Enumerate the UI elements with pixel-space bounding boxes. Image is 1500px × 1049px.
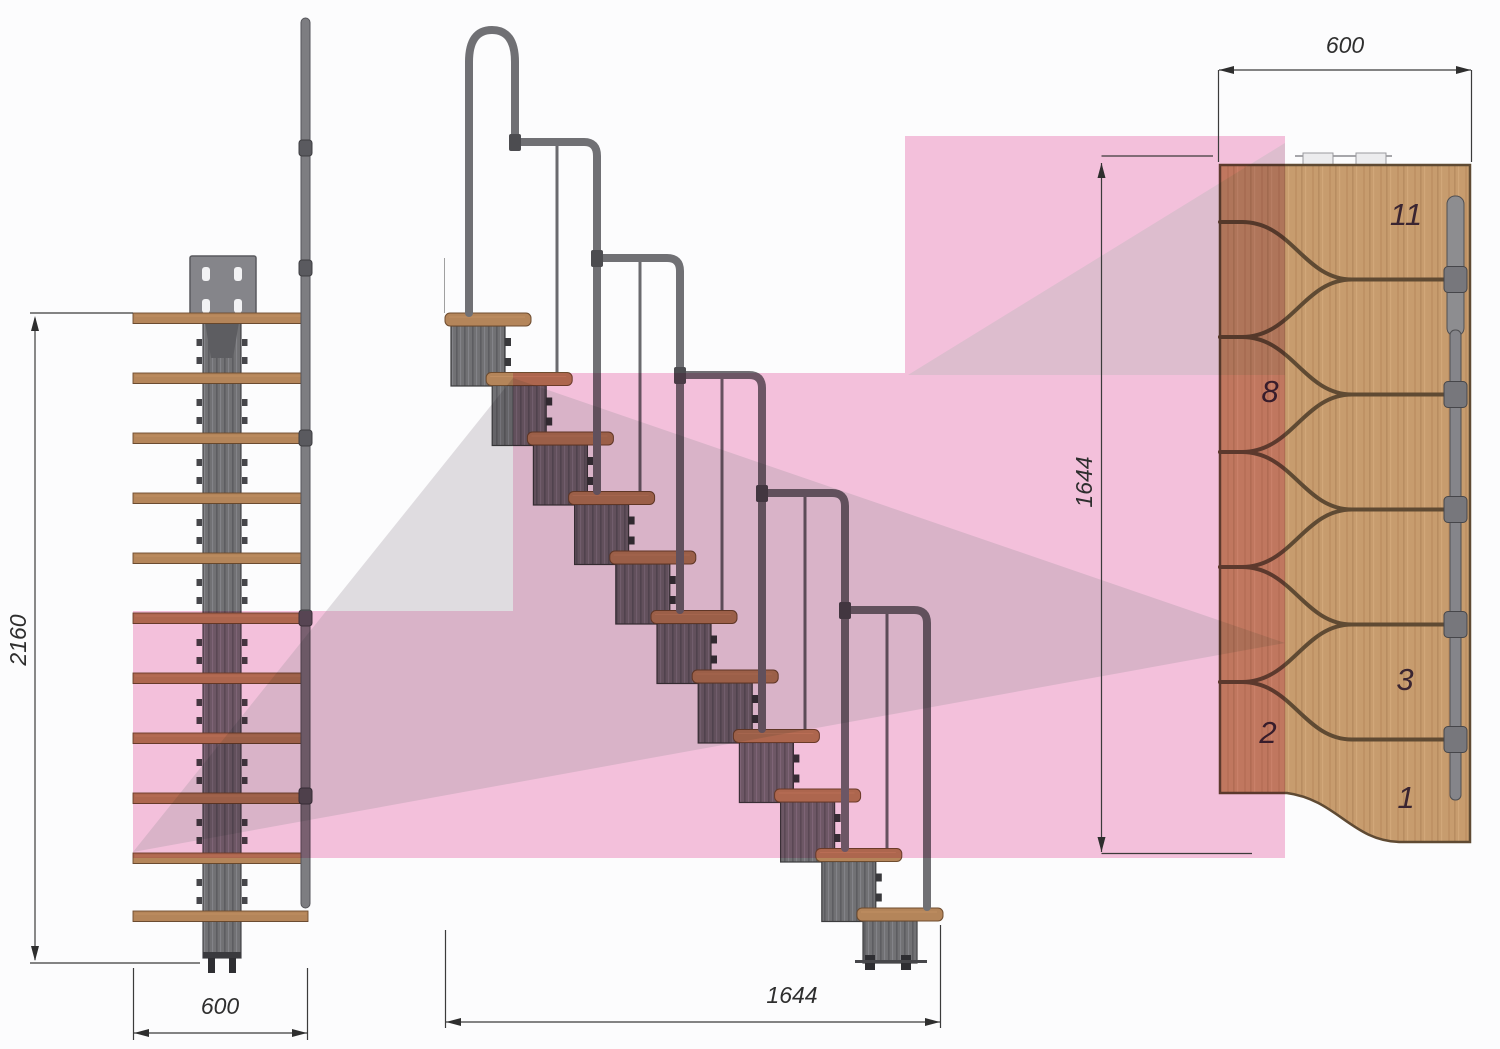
front-foot <box>229 958 236 973</box>
column-bolt <box>196 597 202 604</box>
side-tread <box>444 312 532 327</box>
plate-hole <box>202 299 210 313</box>
dim-front-height: 2160 <box>5 614 31 666</box>
plan-handrail-collars <box>1443 266 1468 753</box>
column-bolt <box>242 897 248 904</box>
plan-handrail-collar <box>1443 496 1468 523</box>
column-bolt <box>196 519 202 526</box>
dim-plan-depth: 1644 <box>1071 456 1097 507</box>
dim-side-length: 1644 <box>766 982 817 1008</box>
column-bolt <box>196 579 202 586</box>
plan-handrail-collar <box>1443 381 1468 408</box>
column-bolt <box>242 459 248 466</box>
dimension-arrows <box>31 66 1471 1037</box>
overlay-shade-triangle-top <box>908 143 1285 375</box>
column-bolt <box>196 477 202 484</box>
module-nub <box>875 893 882 902</box>
dim-plan-width: 600 <box>1326 32 1365 58</box>
plan-label-1: 1 <box>1397 780 1414 815</box>
dimension-lines <box>30 69 1473 1040</box>
handrail-hairpin <box>465 26 519 317</box>
column-bolt <box>196 897 202 904</box>
plate-hole <box>234 267 242 281</box>
plate-hole <box>234 299 242 313</box>
column-bolt <box>196 417 202 424</box>
dim-front-width: 600 <box>201 993 240 1019</box>
plan-label-3: 3 <box>1396 662 1413 697</box>
column-bolt <box>242 879 248 886</box>
column-bolt <box>242 417 248 424</box>
module-nub <box>875 873 882 882</box>
module-nub <box>505 338 511 346</box>
module-nub <box>505 358 511 366</box>
plate-hole <box>202 267 210 281</box>
plan-handrail-collar <box>1443 726 1468 753</box>
post-sleeve <box>298 429 313 447</box>
plan-label-11: 11 <box>1390 197 1422 232</box>
column-bolt <box>242 537 248 544</box>
front-column-bracket <box>205 322 239 358</box>
side-tread <box>856 907 944 922</box>
post-sleeve <box>298 259 313 277</box>
handrail-segment <box>511 138 601 495</box>
column-bolt <box>242 579 248 586</box>
plan-handrail-collar <box>1443 266 1468 293</box>
column-bolt <box>196 399 202 406</box>
plan-handrail-collar <box>1443 611 1468 638</box>
column-bolt <box>242 339 248 346</box>
column-bolt <box>242 477 248 484</box>
column-bolt <box>242 519 248 526</box>
column-bolt <box>242 357 248 364</box>
overlay-shade-wedge <box>133 378 1285 852</box>
handrail-segment <box>593 254 684 614</box>
column-bolt <box>196 357 202 364</box>
plan-handrail <box>1449 329 1462 801</box>
post-sleeve <box>298 139 313 157</box>
column-bolt <box>196 879 202 886</box>
column-bolt <box>196 537 202 544</box>
front-foot <box>208 958 215 973</box>
side-base-line <box>855 960 927 963</box>
front-base <box>203 952 241 958</box>
column-bolt <box>196 339 202 346</box>
column-bolt <box>242 597 248 604</box>
column-bolt <box>242 399 248 406</box>
column-bolt <box>196 459 202 466</box>
